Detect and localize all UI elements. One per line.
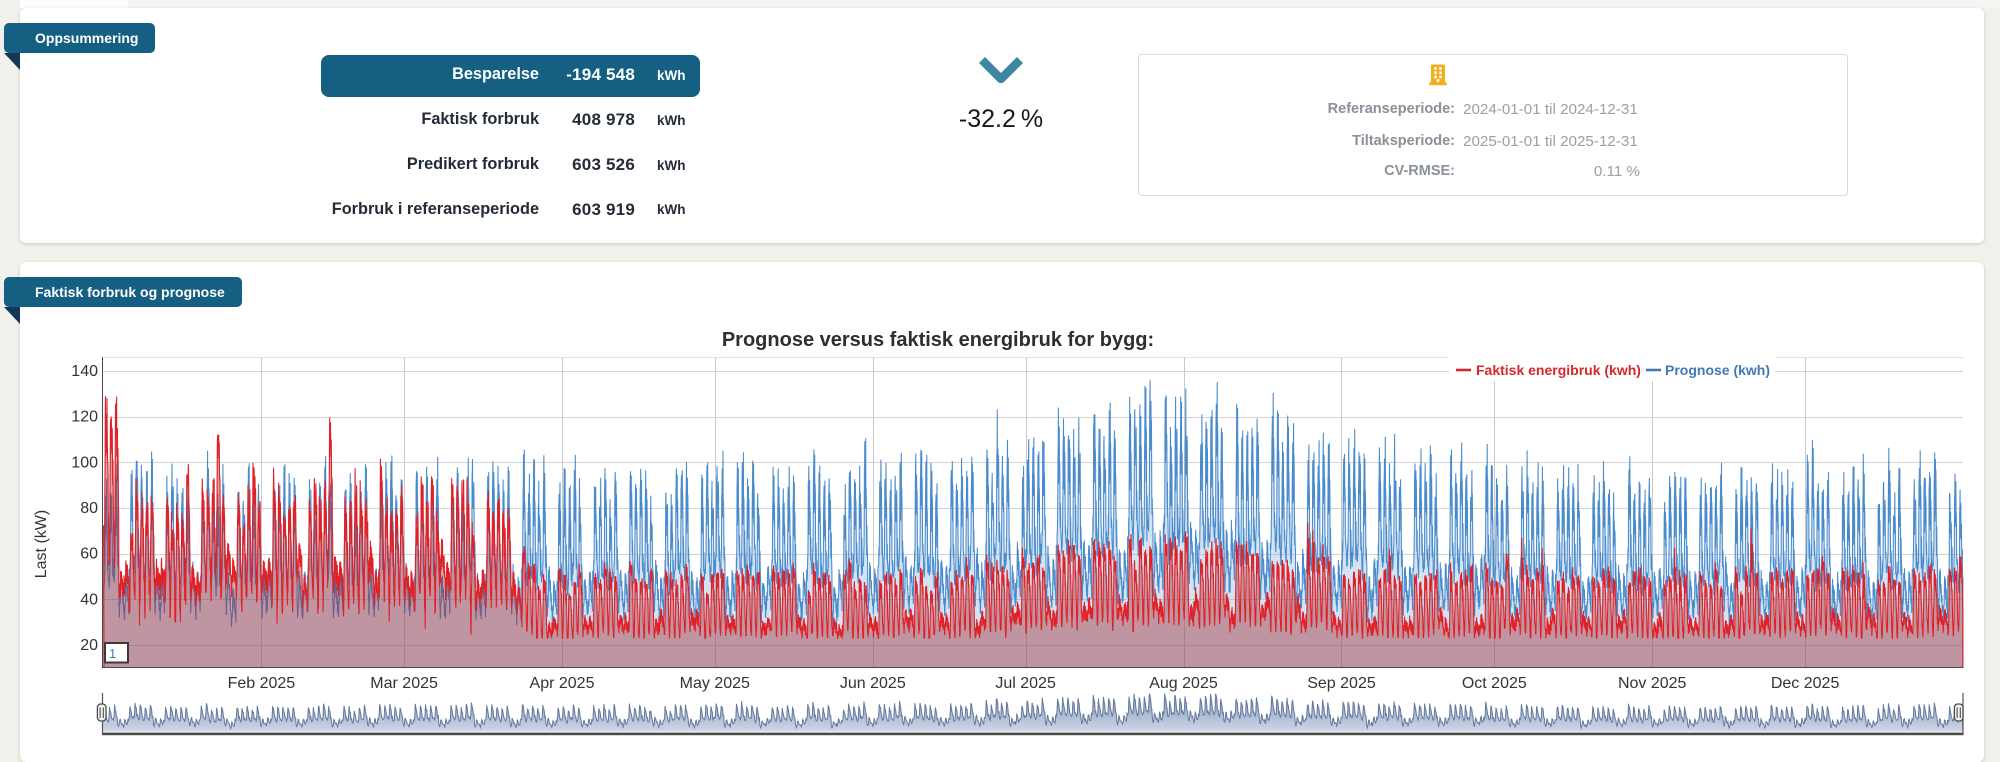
svg-text:Oct 2025: Oct 2025 (1462, 675, 1527, 692)
svg-text:Dec 2025: Dec 2025 (1771, 675, 1840, 692)
svg-text:Jul 2025: Jul 2025 (995, 675, 1056, 692)
svg-text:Prognose versus faktisk energi: Prognose versus faktisk energibruk for b… (722, 329, 1154, 351)
svg-text:Prognose (kwh): Prognose (kwh) (1665, 362, 1770, 378)
svg-text:Faktisk energibruk (kwh): Faktisk energibruk (kwh) (1476, 362, 1641, 378)
svg-text:Jun 2025: Jun 2025 (840, 675, 906, 692)
svg-text:Apr 2025: Apr 2025 (530, 675, 595, 692)
svg-text:Aug 2025: Aug 2025 (1149, 675, 1218, 692)
svg-text:Feb 2025: Feb 2025 (228, 675, 296, 692)
svg-text:80: 80 (80, 500, 98, 517)
svg-text:20: 20 (80, 637, 98, 654)
svg-text:May 2025: May 2025 (680, 675, 750, 692)
svg-text:Sep 2025: Sep 2025 (1307, 675, 1376, 692)
svg-text:Last (kW): Last (kW) (33, 510, 50, 578)
svg-text:Mar 2025: Mar 2025 (370, 675, 438, 692)
svg-text:120: 120 (71, 409, 98, 426)
svg-text:40: 40 (80, 591, 98, 608)
svg-text:100: 100 (71, 454, 98, 471)
svg-text:60: 60 (80, 546, 98, 563)
svg-text:Nov 2025: Nov 2025 (1618, 675, 1687, 692)
svg-text:140: 140 (71, 363, 98, 380)
svg-text:1: 1 (109, 646, 116, 661)
